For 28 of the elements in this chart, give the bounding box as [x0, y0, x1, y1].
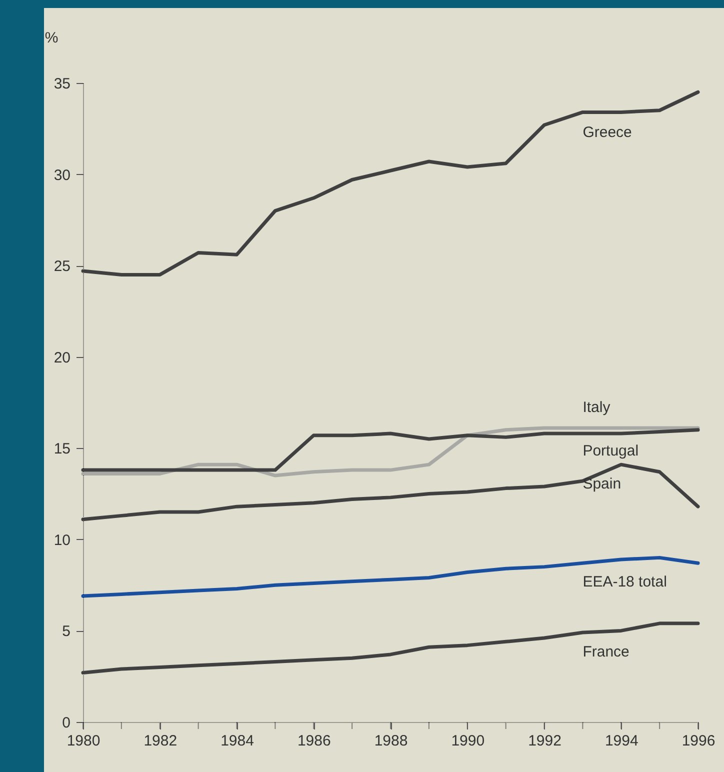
line-series [81, 90, 700, 276]
line-series [81, 622, 700, 674]
y-tick-label: 30 [54, 166, 70, 184]
y-tick-label: 5 [62, 623, 70, 640]
y-tick-label: 15 [54, 440, 70, 458]
y-tick-label: 10 [54, 532, 70, 549]
series-label: Spain [582, 476, 622, 493]
x-tick-label: 1986 [297, 732, 331, 750]
x-tick-label: 1992 [528, 732, 562, 750]
x-tick-label: 1982 [144, 732, 178, 750]
x-tick-label: 1980 [66, 732, 100, 750]
y-tick-label: 0 [62, 714, 70, 732]
series-label: Italy [582, 399, 611, 416]
series-label: France [582, 644, 630, 661]
x-tick-label: 1994 [604, 732, 638, 750]
series-label: EEA-18 total [582, 574, 667, 591]
line-series [81, 556, 700, 598]
x-tick-label: 1990 [451, 732, 485, 750]
y-tick-label: 35 [54, 76, 70, 92]
x-tick-label: 1984 [220, 732, 254, 750]
x-tick-label: 1996 [682, 732, 716, 750]
y-axis-title: % [44, 30, 58, 46]
series-label: Portugal [582, 442, 639, 460]
series-label: Greece [582, 124, 632, 142]
x-tick-label: 1988 [374, 732, 408, 750]
y-tick-label: 25 [54, 258, 70, 276]
y-tick-label: 20 [54, 349, 70, 366]
line-series [81, 462, 700, 522]
